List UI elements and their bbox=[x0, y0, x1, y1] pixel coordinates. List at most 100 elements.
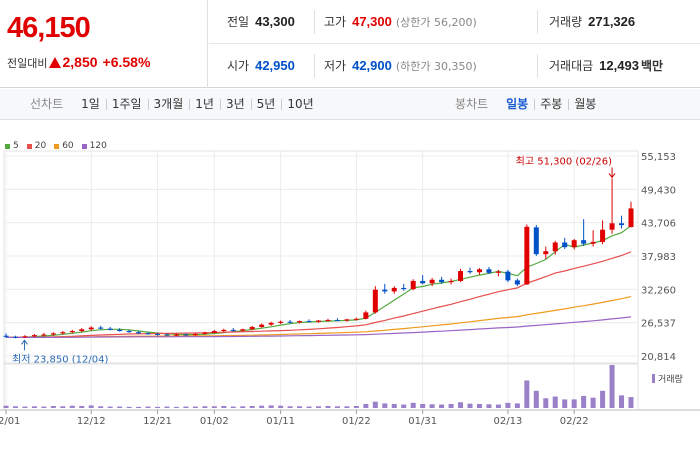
candle-body bbox=[439, 279, 445, 283]
line-chart-label: 선차트 bbox=[30, 97, 64, 111]
volume-bar bbox=[268, 405, 274, 408]
volume-bar bbox=[363, 403, 369, 408]
volume-bar bbox=[552, 396, 558, 408]
volume-bar bbox=[221, 405, 227, 408]
price-chart[interactable]: 5 20 60 120 55,153 49,430 43,706 37,983 32,2… bbox=[0, 121, 700, 450]
candle-body bbox=[173, 334, 179, 336]
open-label: 시가 bbox=[227, 59, 250, 73]
low-annotation-label: 최저 23,850 (12/04) bbox=[12, 353, 108, 365]
candle-body bbox=[448, 280, 454, 283]
candle-body bbox=[22, 336, 28, 338]
candle-body bbox=[590, 241, 596, 244]
tab-10y[interactable]: 10년 bbox=[281, 89, 319, 120]
ma60-line bbox=[6, 296, 632, 338]
volume-bar bbox=[230, 406, 236, 408]
tab-1y[interactable]: 1년 bbox=[189, 89, 220, 120]
high-value: 47,300 bbox=[352, 14, 392, 29]
volume-bar bbox=[211, 406, 217, 408]
ma-legend: 5 20 60 120 bbox=[5, 141, 107, 151]
upper-limit: (상한가 56,200) bbox=[395, 16, 477, 29]
y-tick-label: 55,153 bbox=[641, 152, 676, 163]
x-tick-label: 02/22 bbox=[560, 416, 589, 427]
candle-body bbox=[543, 251, 549, 255]
candle-body bbox=[514, 280, 520, 285]
volume-bar bbox=[533, 390, 539, 408]
volume-bar bbox=[505, 402, 511, 408]
candle-body bbox=[50, 333, 56, 335]
candle-body bbox=[31, 335, 37, 337]
volume-bar bbox=[3, 405, 9, 408]
volume-bar bbox=[344, 406, 350, 408]
legend-label: 60 bbox=[62, 141, 74, 151]
candle-body bbox=[600, 229, 606, 242]
volume-bar bbox=[628, 397, 634, 408]
candle-body bbox=[363, 312, 369, 319]
volume-bar bbox=[278, 405, 284, 408]
tab-3m[interactable]: 3개월 bbox=[147, 89, 190, 120]
tab-weekly[interactable]: 주봉 bbox=[534, 89, 568, 120]
volume-bar bbox=[467, 403, 473, 408]
volume-bar bbox=[382, 403, 388, 408]
candle-body bbox=[382, 289, 388, 292]
candle-body bbox=[79, 329, 85, 332]
amount-value: 12,493 bbox=[599, 58, 639, 73]
tab-1w[interactable]: 1주일 bbox=[105, 89, 148, 120]
candle-body bbox=[562, 242, 568, 248]
x-tick-label: 12/01 bbox=[0, 416, 20, 427]
high-label: 고가 bbox=[324, 15, 347, 29]
candle-body bbox=[316, 320, 321, 322]
volume-bar bbox=[334, 406, 340, 408]
volume-label: 거래량 bbox=[549, 15, 583, 29]
legend-ma20: 20 bbox=[26, 141, 46, 151]
candle-chart-tabs: 봉차트 일봉 주봉 월봉 bbox=[455, 89, 602, 120]
candle-body bbox=[628, 208, 634, 228]
low-cell: 저가 42,900 (하한가 30,350) bbox=[324, 44, 477, 88]
candle-body bbox=[69, 331, 75, 333]
volume-bar bbox=[410, 402, 416, 408]
prev-close-value: 43,300 bbox=[255, 14, 295, 29]
volume-bar bbox=[391, 403, 397, 408]
tab-1d[interactable]: 1일 bbox=[81, 97, 100, 111]
tab-5y[interactable]: 5년 bbox=[250, 89, 282, 120]
high-annotation-label: 최고 51,300 (02/26) bbox=[516, 155, 612, 167]
low-label: 저가 bbox=[324, 59, 347, 73]
change-label: 전일대비 bbox=[7, 57, 48, 70]
legend-ma60: 60 bbox=[54, 141, 74, 151]
volume-bar bbox=[164, 406, 170, 408]
volume-bar bbox=[240, 406, 246, 408]
tab-3y[interactable]: 3년 bbox=[219, 89, 251, 120]
x-tick-label: 01/31 bbox=[408, 416, 437, 427]
low-value: 42,900 bbox=[352, 58, 392, 73]
tab-monthly[interactable]: 월봉 bbox=[568, 89, 602, 120]
period-tab-bar: 선차트 1일 1주일 3개월 1년 3년 5년 10년 봉차트 일봉 주봉 월봉 bbox=[0, 89, 700, 120]
volume-bar bbox=[79, 405, 85, 408]
x-tick-label: 01/11 bbox=[266, 416, 295, 427]
candle-body bbox=[533, 227, 539, 255]
legend-label: 120 bbox=[89, 141, 107, 151]
tab-daily[interactable]: 일봉 bbox=[506, 97, 529, 111]
volume-bar bbox=[524, 380, 530, 408]
candle-body bbox=[353, 318, 359, 320]
chart-canvas: 55,153 49,430 43,706 37,983 32,260 26,537 20,8… bbox=[0, 150, 700, 427]
candle-body bbox=[249, 326, 255, 330]
candle-body bbox=[98, 327, 104, 329]
candle-body bbox=[458, 271, 464, 281]
volume-bar bbox=[316, 406, 321, 408]
volume-bar bbox=[22, 406, 28, 408]
volume-bar bbox=[259, 405, 265, 408]
candle-body bbox=[334, 319, 340, 321]
volume-bar bbox=[420, 403, 426, 408]
current-price: 46,150 bbox=[7, 12, 91, 44]
volume-bar bbox=[69, 405, 75, 408]
amount-label: 거래대금 bbox=[549, 59, 594, 73]
volume-bar bbox=[145, 406, 151, 408]
candle-body bbox=[268, 322, 274, 325]
high-annotation-arrowhead bbox=[608, 173, 616, 179]
divider bbox=[537, 54, 538, 78]
volume-bar bbox=[88, 405, 94, 408]
candle-body bbox=[571, 240, 577, 248]
stock-summary-header: 46,150 전일대비 2,850 +6.58% 전일 43,300 고가 47,300… bbox=[0, 0, 700, 88]
candle-body bbox=[202, 332, 208, 334]
price-plot-frame bbox=[3, 150, 639, 364]
candle-body bbox=[60, 332, 66, 334]
